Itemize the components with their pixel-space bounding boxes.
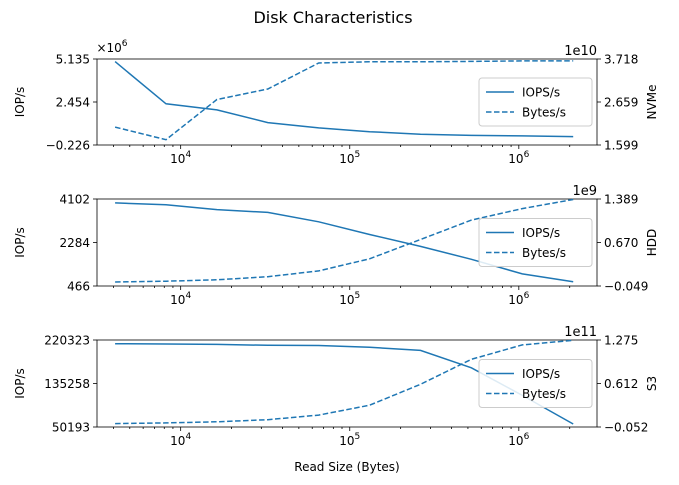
legend-box xyxy=(478,77,593,127)
series-line-iops-s xyxy=(114,61,574,138)
left-y-axis-label: IOP/s xyxy=(13,227,27,258)
x-tick-label: 105 xyxy=(339,150,360,166)
legend-label: IOPS/s xyxy=(522,226,560,240)
figure-title: Disk Characteristics xyxy=(253,8,412,27)
legend: IOPS/s Bytes/s xyxy=(478,77,593,127)
right-y-tick-label: 1.599 xyxy=(604,139,638,153)
right-y-axis-label: NVMe xyxy=(645,85,659,120)
right-y-axis-label: HDD xyxy=(645,229,659,257)
panel-hdd: 104 105 106 4102 2284 466 1.389 0.670 −0.049 1e9 I… xyxy=(13,184,659,307)
legend-label: Bytes/s xyxy=(522,106,566,120)
legend-box xyxy=(478,359,593,408)
x-tick-label: 106 xyxy=(508,291,529,307)
left-y-tick-label: 466 xyxy=(67,280,90,294)
right-y-axis-label: S3 xyxy=(645,376,659,391)
x-tick-label: 104 xyxy=(170,291,191,307)
x-tick-label: 105 xyxy=(339,432,360,448)
left-y-tick-label: 2284 xyxy=(59,236,90,250)
legend-label: Bytes/s xyxy=(522,246,566,260)
left-y-tick-label: 5.135 xyxy=(56,53,90,67)
right-y-tick-label: −0.052 xyxy=(604,421,648,435)
left-y-tick-label: 4102 xyxy=(59,193,90,207)
legend-box xyxy=(478,218,593,267)
series-line-bytes-s xyxy=(115,198,574,283)
left-y-axis-label: IOP/s xyxy=(13,87,27,118)
x-tick-label: 106 xyxy=(508,150,529,166)
legend: IOPS/s Bytes/s xyxy=(478,218,593,267)
legend-label: IOPS/s xyxy=(522,86,560,100)
right-multiplier: 1e11 xyxy=(564,325,597,340)
right-multiplier: 1e10 xyxy=(564,44,597,59)
left-multiplier: ×106 xyxy=(96,39,127,55)
right-y-tick-label: 1.275 xyxy=(604,334,638,348)
legend-label: IOPS/s xyxy=(522,367,560,381)
right-y-tick-label: 0.670 xyxy=(604,236,638,250)
right-multiplier: 1e9 xyxy=(572,184,597,199)
left-y-tick-label: −0.226 xyxy=(46,139,90,153)
panel-nvme: 104 105 106 5.135 2.454 −0.226 3.718 2.659 1.599… xyxy=(13,39,659,166)
x-tick-label: 104 xyxy=(170,432,191,448)
series-line-bytes-s xyxy=(114,60,574,141)
right-y-tick-label: 0.612 xyxy=(604,377,638,391)
right-y-tick-label: 1.389 xyxy=(604,193,638,207)
x-tick-label: 104 xyxy=(170,150,191,166)
left-y-tick-label: 2.454 xyxy=(56,96,90,110)
x-tick-label: 105 xyxy=(339,291,360,307)
right-y-tick-label: 3.718 xyxy=(604,53,638,67)
left-y-axis-label: IOP/s xyxy=(13,368,27,399)
right-y-tick-label: −0.049 xyxy=(604,280,648,294)
legend: IOPS/s Bytes/s xyxy=(478,359,593,408)
right-y-tick-label: 2.659 xyxy=(604,96,638,110)
left-y-tick-label: 220323 xyxy=(44,334,90,348)
x-axis-label: Read Size (Bytes) xyxy=(294,460,399,474)
panel-s3: 104 105 106 220323 135258 50193 1.275 0.612 −0.0… xyxy=(13,325,659,474)
left-y-tick-label: 50193 xyxy=(52,421,90,435)
left-y-tick-label: 135258 xyxy=(44,377,90,391)
series-line-bytes-s xyxy=(115,339,574,425)
legend-label: Bytes/s xyxy=(522,387,566,401)
x-tick-label: 106 xyxy=(508,432,529,448)
